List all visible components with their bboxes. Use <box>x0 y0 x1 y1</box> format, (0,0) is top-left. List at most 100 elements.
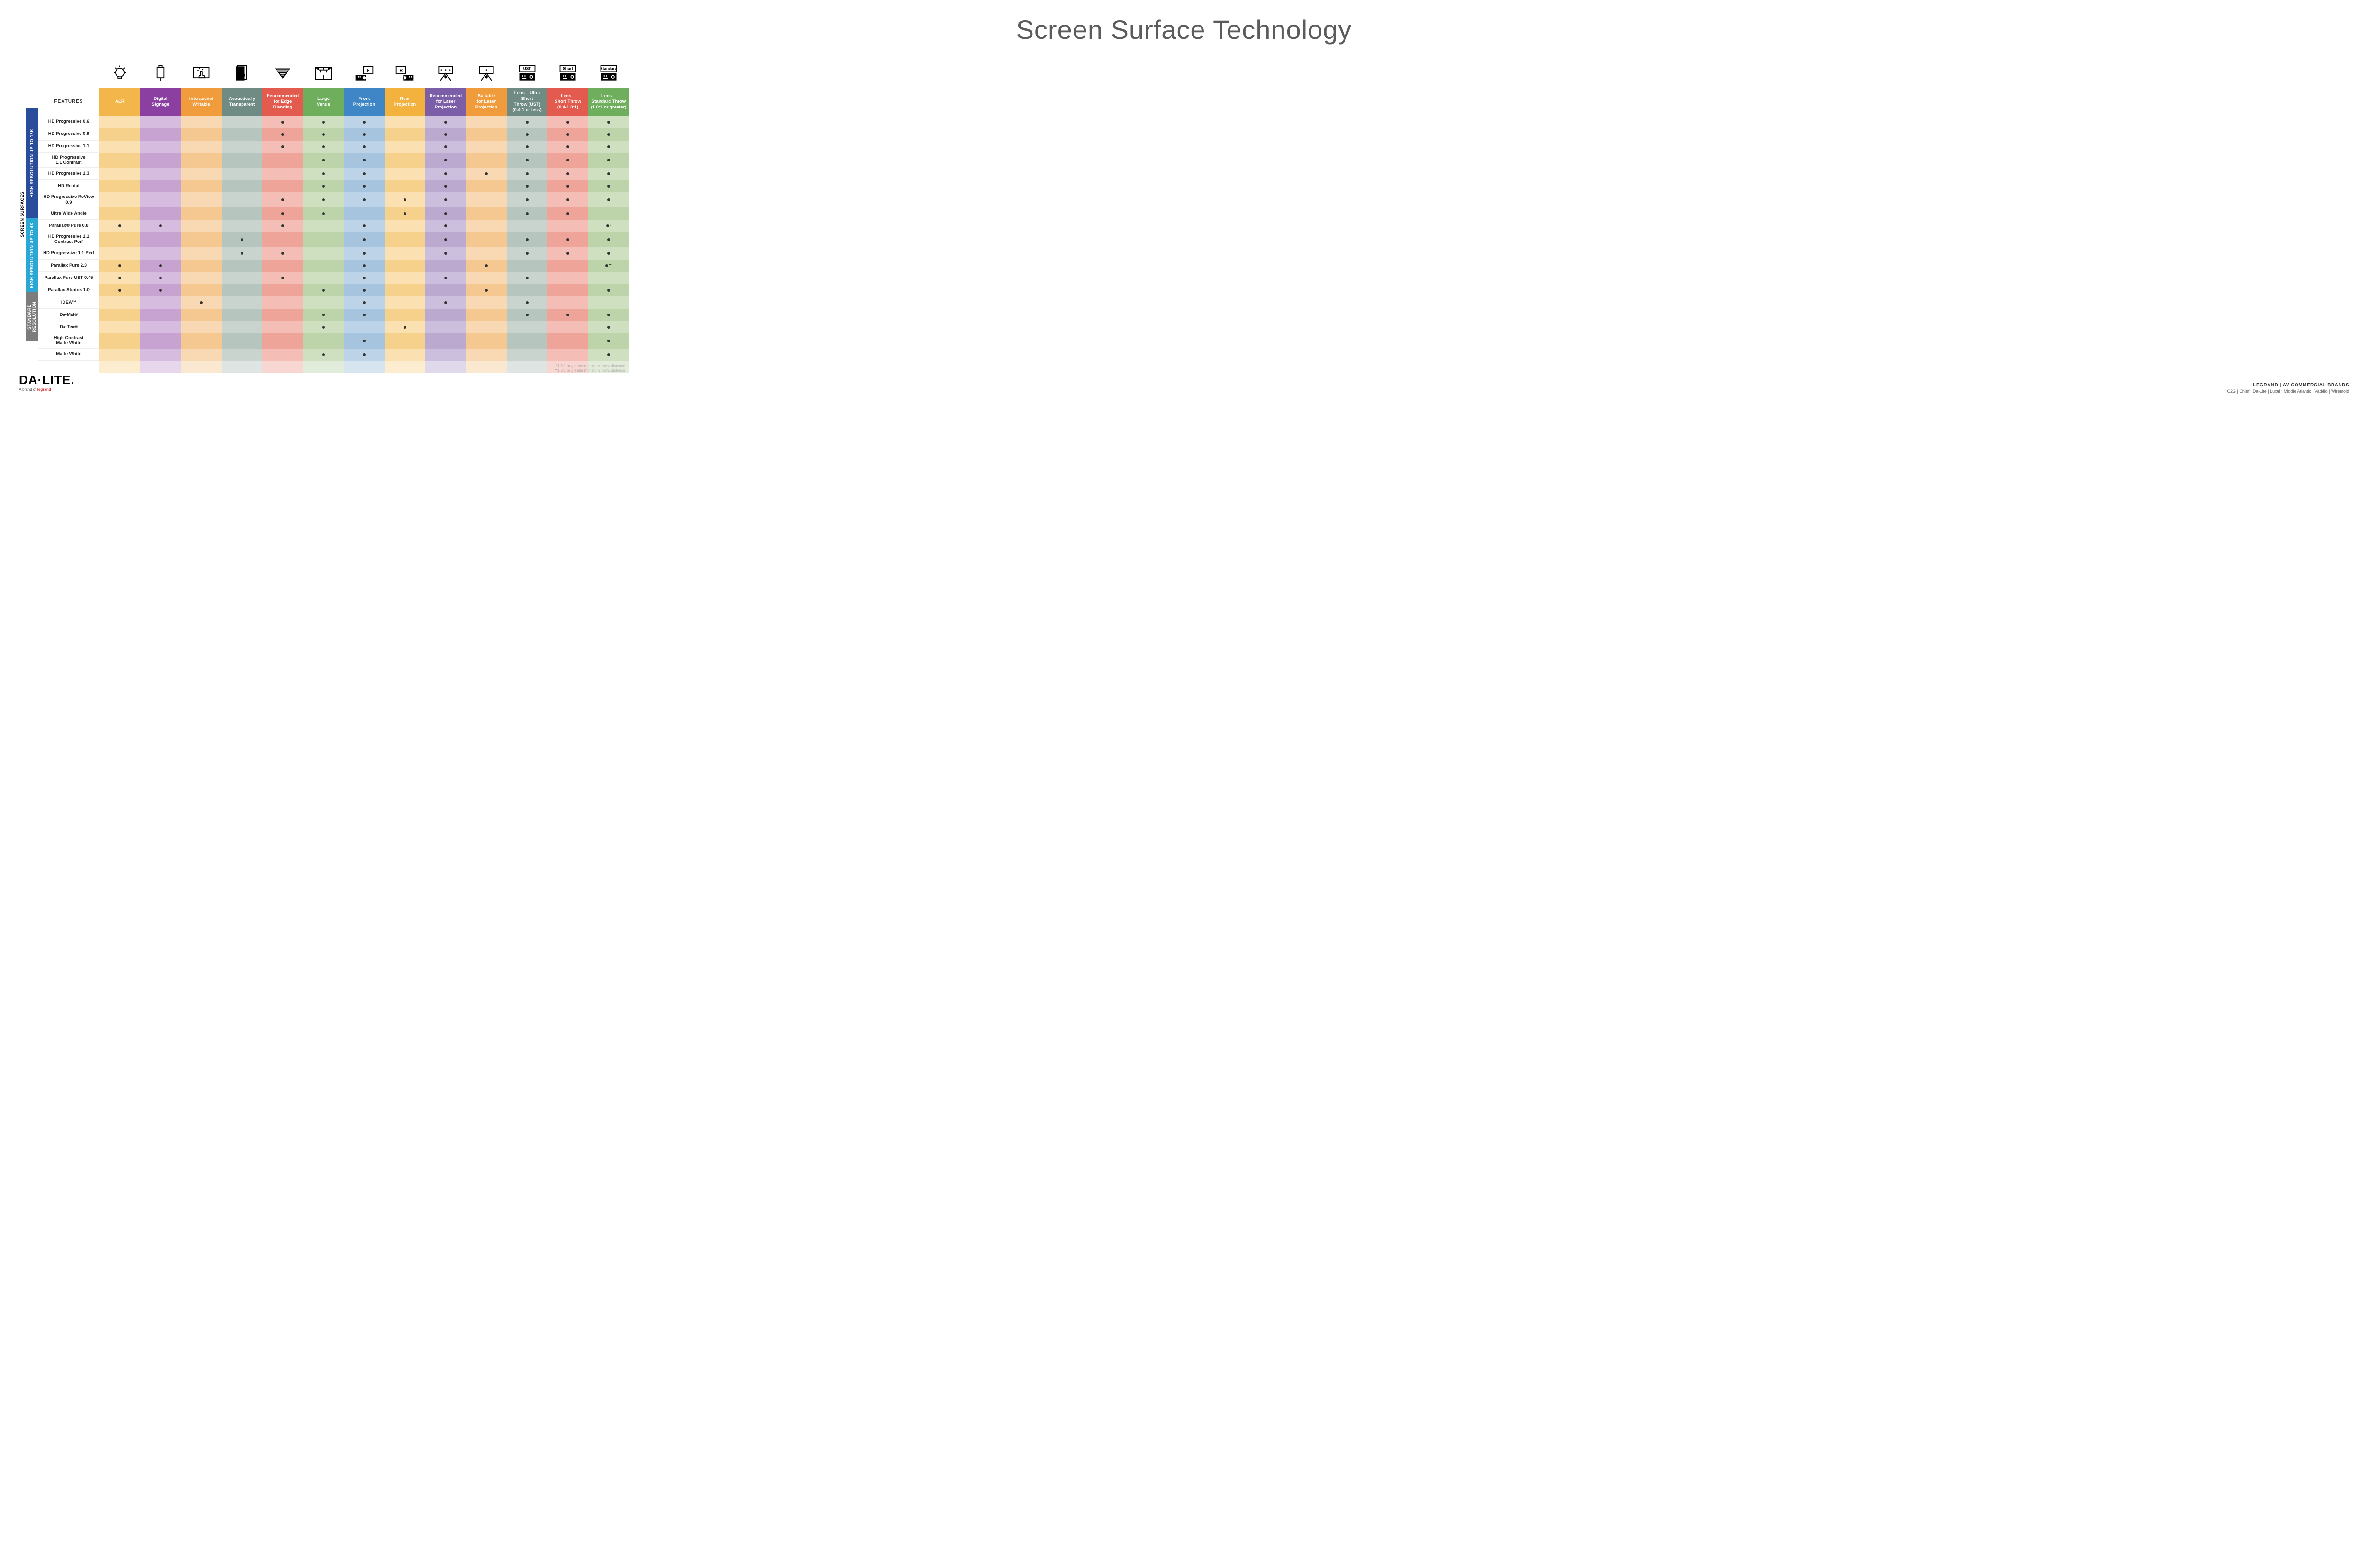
column-icon-rear: R <box>385 59 425 88</box>
cell-ust <box>507 192 547 207</box>
cell-edge <box>262 333 303 349</box>
brand-logo: DA·LITE. <box>19 373 75 387</box>
cell-suitlaser <box>466 333 507 349</box>
cell-ust <box>507 309 547 321</box>
row-label: HD Progressive 1.1Contrast Perf <box>38 232 99 247</box>
column-icon-large <box>303 59 344 88</box>
cell-reclaser <box>425 321 466 333</box>
cell-std <box>588 168 629 180</box>
cell-edge <box>262 207 303 220</box>
cell-alr <box>99 141 140 153</box>
cell-alr <box>99 296 140 309</box>
cell-front <box>344 180 385 192</box>
cell-reclaser <box>425 309 466 321</box>
row-label: HD Progressive 1.1 <box>38 141 99 153</box>
cell-std <box>588 296 629 309</box>
cell-large <box>303 180 344 192</box>
cell-front <box>344 333 385 349</box>
cell-acoustic <box>222 232 262 247</box>
cell-large <box>303 128 344 141</box>
cell-ust <box>507 232 547 247</box>
cell-interactive <box>181 284 222 296</box>
column-icon-acoustic <box>222 59 262 88</box>
cell-rear <box>385 192 425 207</box>
row-label: HD Progressive ReView 0.9 <box>38 192 99 207</box>
cell-acoustic <box>222 153 262 168</box>
cell-rear <box>385 349 425 361</box>
column-icon-suitlaser <box>466 59 507 88</box>
cell-edge <box>262 247 303 260</box>
cell-reclaser <box>425 141 466 153</box>
cell-digsign <box>140 207 181 220</box>
chart-wrap: SCREEN SURFACESHIGH RESOLUTION UP TO 16K… <box>19 59 2349 373</box>
cell-alr <box>99 333 140 349</box>
column-header-digsign: DigitalSignage <box>140 88 181 116</box>
cell-short <box>547 333 588 349</box>
cell-digsign <box>140 153 181 168</box>
cell-large <box>303 272 344 284</box>
cell-rear <box>385 232 425 247</box>
cell-acoustic <box>222 180 262 192</box>
cell-acoustic <box>222 349 262 361</box>
cell-suitlaser <box>466 192 507 207</box>
cell-alr <box>99 168 140 180</box>
row-label: HD Progressive 0.9 <box>38 128 99 141</box>
side-labels: SCREEN SURFACESHIGH RESOLUTION UP TO 16K… <box>19 88 38 373</box>
cell-interactive <box>181 296 222 309</box>
cell-ust <box>507 128 547 141</box>
row-label: Ultra Wide Angle <box>38 207 99 220</box>
cell-short <box>547 309 588 321</box>
cell-edge <box>262 232 303 247</box>
cell-rear <box>385 168 425 180</box>
cell-interactive <box>181 220 222 232</box>
cell-interactive <box>181 153 222 168</box>
cell-acoustic <box>222 296 262 309</box>
cell-std <box>588 153 629 168</box>
cell-reclaser <box>425 260 466 272</box>
cell-reclaser <box>425 220 466 232</box>
cell-digsign <box>140 309 181 321</box>
brands-title: LEGRAND | AV COMMERCIAL BRANDS <box>2227 383 2349 388</box>
footer: DA·LITE. A brand of legrand LEGRAND | AV… <box>19 385 2349 405</box>
cell-short <box>547 141 588 153</box>
cell-interactive <box>181 349 222 361</box>
cell-ust <box>507 116 547 128</box>
trailing-cell <box>222 361 262 373</box>
cell-interactive <box>181 168 222 180</box>
cell-acoustic <box>222 284 262 296</box>
cell-short <box>547 272 588 284</box>
cell-ust <box>507 260 547 272</box>
cell-digsign <box>140 349 181 361</box>
cell-digsign <box>140 220 181 232</box>
cell-short <box>547 128 588 141</box>
cell-edge <box>262 180 303 192</box>
column-icon-ust: UST <box>507 59 547 88</box>
cell-front <box>344 153 385 168</box>
cell-reclaser <box>425 349 466 361</box>
cell-interactive <box>181 333 222 349</box>
cell-suitlaser <box>466 220 507 232</box>
column-icon-std: Standard <box>588 59 629 88</box>
trailing-cell <box>181 361 222 373</box>
cell-short <box>547 153 588 168</box>
svg-text:R: R <box>399 68 403 72</box>
cell-large <box>303 192 344 207</box>
row-label: HD Progressive 1.1 Perf <box>38 247 99 260</box>
cell-front <box>344 309 385 321</box>
cell-suitlaser <box>466 349 507 361</box>
row-label: Parallax Pure 2.3 <box>38 260 99 272</box>
cell-edge <box>262 168 303 180</box>
cell-reclaser <box>425 128 466 141</box>
cell-reclaser <box>425 153 466 168</box>
footnotes: *1.5:1 or greater minimum throw distance… <box>555 362 628 374</box>
cell-acoustic <box>222 333 262 349</box>
column-header-interactive: Interactive/Writable <box>181 88 222 116</box>
cell-large <box>303 141 344 153</box>
row-label: IDEA™ <box>38 296 99 309</box>
cell-std <box>588 349 629 361</box>
cell-digsign <box>140 272 181 284</box>
column-icon-interactive <box>181 59 222 88</box>
row-label: Parallax® Pure 0.8 <box>38 220 99 232</box>
cell-rear <box>385 272 425 284</box>
cell-ust <box>507 333 547 349</box>
